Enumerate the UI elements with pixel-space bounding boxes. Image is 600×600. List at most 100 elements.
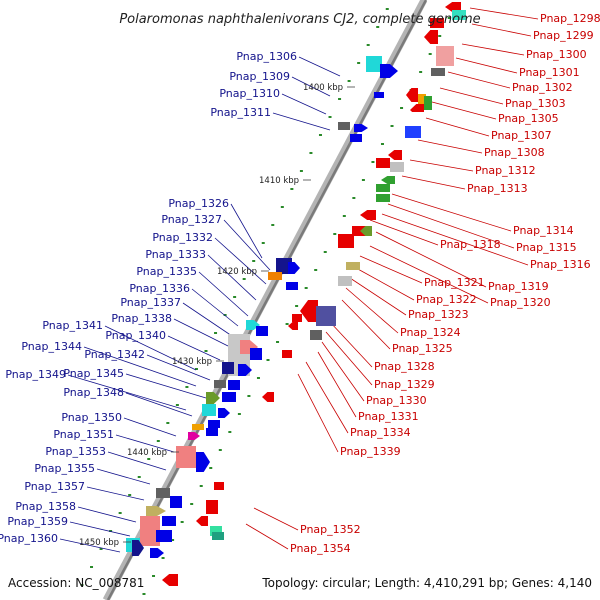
tick-mark bbox=[338, 98, 342, 100]
gene-label: Pnap_1309 bbox=[229, 70, 290, 83]
reverse-gene-arrow bbox=[288, 262, 300, 274]
gene-feature-box bbox=[352, 226, 366, 236]
leader-lines bbox=[59, 7, 539, 553]
tick-mark bbox=[118, 512, 122, 514]
gene-label: Pnap_1324 bbox=[400, 326, 461, 339]
gene-feature-box bbox=[346, 262, 360, 270]
leader-line bbox=[272, 112, 331, 131]
tick-mark bbox=[247, 395, 251, 397]
gene-feature-box bbox=[292, 314, 302, 322]
leader-line bbox=[223, 219, 271, 271]
tick-mark bbox=[228, 431, 232, 433]
leader-line bbox=[381, 213, 529, 266]
gene-feature-box bbox=[208, 420, 220, 428]
tick-mark bbox=[385, 8, 389, 10]
tick-mark bbox=[290, 188, 294, 190]
reverse-gene-arrow bbox=[196, 452, 210, 472]
gene-feature-box bbox=[436, 46, 454, 66]
gene-label: Pnap_1341 bbox=[42, 319, 103, 332]
tick-mark bbox=[314, 269, 318, 271]
gene-label: Pnap_1340 bbox=[105, 329, 166, 342]
tick-mark bbox=[390, 125, 394, 127]
gene-label: Pnap_1300 bbox=[526, 48, 587, 61]
tick-mark bbox=[152, 575, 156, 577]
left-gene-labels: Pnap_1306 Pnap_1309 Pnap_1310 Pnap_1311 Pnap… bbox=[0, 50, 297, 545]
leader-line bbox=[417, 139, 483, 154]
leader-line bbox=[167, 335, 221, 361]
tick-mark bbox=[180, 521, 184, 523]
gene-label: Pnap_1298 bbox=[540, 12, 600, 25]
tick-mark bbox=[380, 143, 384, 145]
gene-label: Pnap_1360 bbox=[0, 532, 58, 545]
leader-line bbox=[173, 318, 229, 347]
gene-feature-box bbox=[338, 122, 350, 130]
leader-line bbox=[297, 373, 339, 453]
leader-line bbox=[245, 523, 289, 550]
gene-label: Pnap_1311 bbox=[210, 106, 271, 119]
gene-label: Pnap_1302 bbox=[512, 81, 573, 94]
gene-label: Pnap_1327 bbox=[161, 213, 222, 226]
gene-feature-box bbox=[338, 234, 354, 248]
gene-label: Pnap_1312 bbox=[475, 164, 536, 177]
tick-mark bbox=[166, 422, 170, 424]
leader-line bbox=[253, 507, 299, 531]
forward-gene-arrow bbox=[445, 2, 461, 12]
gene-label: Pnap_1305 bbox=[498, 112, 559, 125]
leader-line bbox=[191, 288, 239, 327]
gene-label: Pnap_1329 bbox=[374, 378, 435, 391]
gene-label: Pnap_1325 bbox=[392, 342, 453, 355]
tick-mark bbox=[99, 548, 103, 550]
leader-line bbox=[401, 175, 466, 190]
gene-label: Pnap_1328 bbox=[374, 360, 435, 373]
leader-line bbox=[375, 231, 487, 288]
gene-label: Pnap_1307 bbox=[491, 129, 552, 142]
forward-gene-arrow bbox=[424, 30, 438, 44]
gene-label: Pnap_1303 bbox=[505, 97, 566, 110]
tick-mark bbox=[309, 152, 313, 154]
tick-mark bbox=[447, 17, 451, 19]
tick-mark bbox=[190, 503, 194, 505]
kbp-tick-label: 1410 kbp bbox=[259, 176, 299, 186]
gene-label: Pnap_1320 bbox=[490, 296, 551, 309]
tick-mark bbox=[223, 314, 227, 316]
tick-mark bbox=[233, 296, 237, 298]
gene-feature-box bbox=[410, 112, 424, 122]
tick-mark bbox=[352, 197, 356, 199]
leader-line bbox=[321, 341, 365, 402]
forward-gene-arrow bbox=[162, 574, 178, 586]
gene-label: Pnap_1348 bbox=[63, 386, 124, 399]
leader-line bbox=[471, 23, 532, 37]
gene-feature-box bbox=[214, 482, 224, 490]
gene-feature-box bbox=[156, 488, 170, 498]
leader-line bbox=[431, 101, 497, 120]
gene-label: Pnap_1353 bbox=[45, 445, 106, 458]
right-gene-labels: Pnap_1298 Pnap_1299 Pnap_1300 Pnap_1301 Pnap… bbox=[290, 12, 600, 555]
reverse-gene-arrow bbox=[146, 506, 166, 516]
leader-line bbox=[214, 237, 267, 285]
leader-line bbox=[182, 302, 233, 337]
tick-mark bbox=[242, 278, 246, 280]
tick-mark bbox=[199, 485, 203, 487]
gene-label: Pnap_1355 bbox=[34, 462, 95, 475]
gene-feature-box bbox=[202, 404, 216, 416]
forward-gene-arrow bbox=[300, 300, 318, 322]
genome-title: Polaromonas naphthalenivorans CJ2, compl… bbox=[119, 12, 480, 27]
gene-label: Pnap_1334 bbox=[350, 426, 411, 439]
gene-label: Pnap_1354 bbox=[290, 542, 351, 555]
leader-line bbox=[230, 203, 263, 259]
tick-mark bbox=[90, 566, 94, 568]
leader-line bbox=[469, 7, 539, 20]
gene-feature-box bbox=[366, 56, 382, 72]
gene-feature-box bbox=[212, 532, 224, 540]
leader-line bbox=[317, 351, 357, 418]
gene-label: Pnap_1344 bbox=[21, 340, 82, 353]
tick-mark bbox=[175, 404, 179, 406]
leader-line bbox=[345, 287, 399, 334]
gene-feature-box bbox=[390, 162, 404, 172]
gene-feature-box bbox=[268, 272, 282, 280]
leader-line bbox=[305, 361, 349, 434]
gene-label: Pnap_1308 bbox=[484, 146, 545, 159]
gene-feature-box bbox=[338, 276, 352, 286]
leader-line bbox=[198, 271, 249, 317]
tick-mark bbox=[366, 44, 370, 46]
